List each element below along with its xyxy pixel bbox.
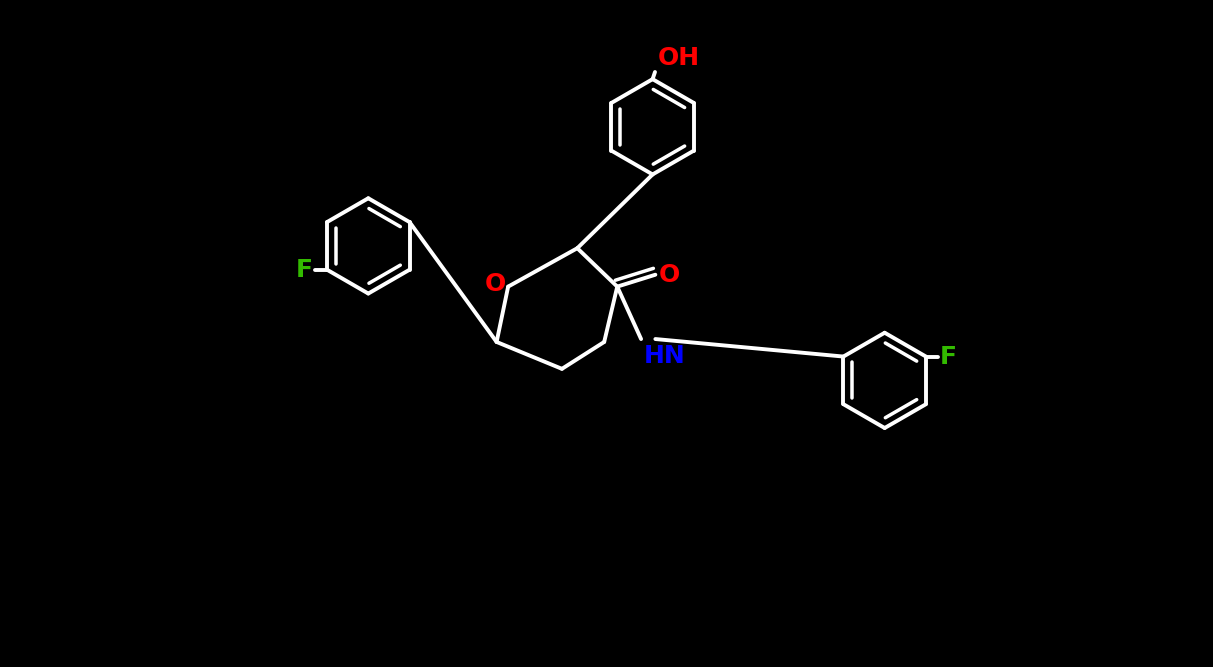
Text: F: F [940,345,957,369]
Text: F: F [296,257,313,281]
Text: O: O [484,272,506,296]
Text: OH: OH [657,45,700,69]
Text: O: O [659,263,680,287]
Text: HN: HN [643,344,685,368]
